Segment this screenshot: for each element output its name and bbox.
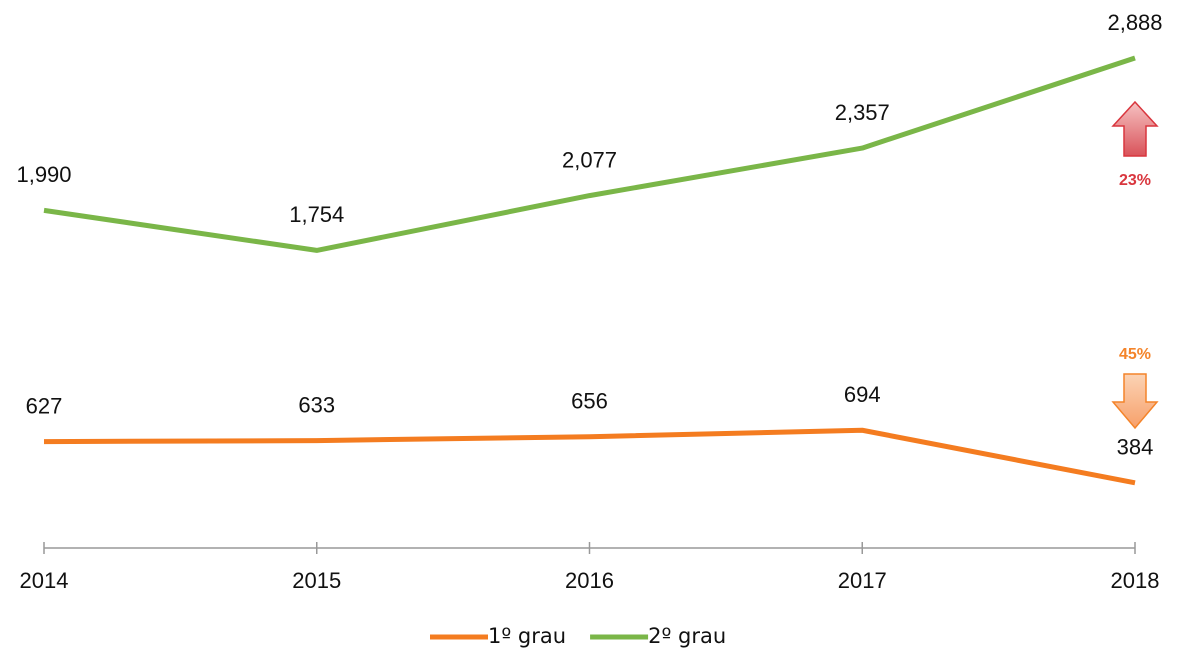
data-label: 1,754 <box>289 202 344 227</box>
legend-label: 2º grau <box>648 624 726 648</box>
data-label: 633 <box>298 392 335 417</box>
data-label: 627 <box>26 393 63 418</box>
data-label: 2,077 <box>562 147 617 172</box>
x-tick-label: 2017 <box>838 568 887 593</box>
data-label: 1,990 <box>16 162 71 187</box>
arrow-up <box>1111 100 1159 157</box>
x-tick-label: 2015 <box>292 568 341 593</box>
legend-label: 1º grau <box>488 624 566 648</box>
data-label: 2,888 <box>1107 10 1162 35</box>
x-tick-label: 2018 <box>1111 568 1160 593</box>
data-label: 2,357 <box>835 100 890 125</box>
data-label: 384 <box>1117 435 1154 460</box>
series-line <box>43 427 1136 486</box>
x-tick-label: 2016 <box>565 568 614 593</box>
annotation: 45% <box>1119 346 1151 363</box>
x-tick-label: 2014 <box>20 568 69 593</box>
annotation: 23% <box>1119 172 1151 189</box>
data-label: 656 <box>571 389 608 414</box>
arrow-down <box>1111 373 1159 430</box>
data-label: 694 <box>844 382 881 407</box>
series-line <box>43 55 1136 253</box>
